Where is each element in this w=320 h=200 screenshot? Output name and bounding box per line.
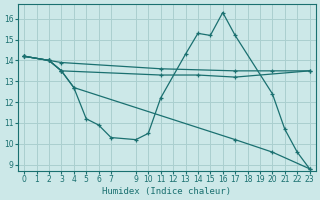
X-axis label: Humidex (Indice chaleur): Humidex (Indice chaleur) — [102, 187, 231, 196]
